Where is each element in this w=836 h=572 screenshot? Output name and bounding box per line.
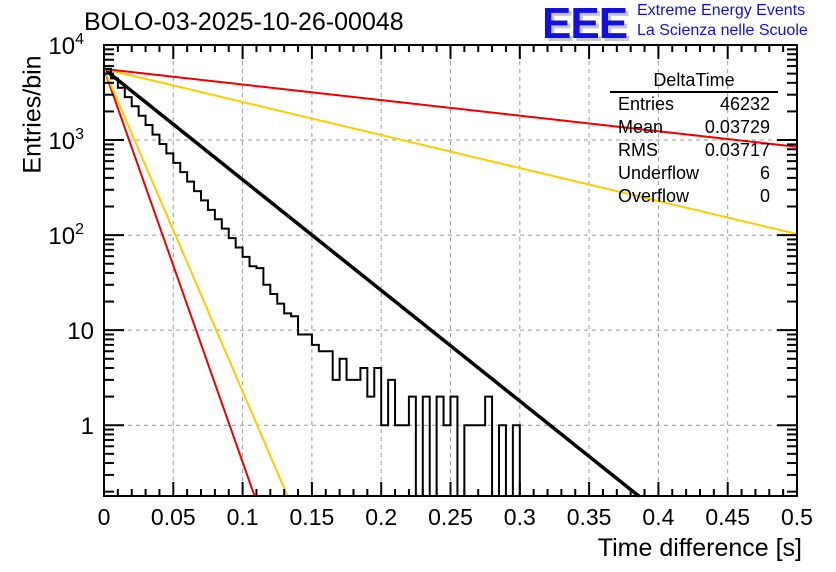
x-tick-label: 0.35 xyxy=(567,504,612,530)
stats-label: RMS xyxy=(618,140,658,160)
histogram-bin xyxy=(159,144,166,496)
histogram-bin xyxy=(291,316,298,496)
histogram-bin xyxy=(485,397,492,496)
curve-red-steep xyxy=(103,68,256,497)
stats-row-mean: Mean 0.03729 xyxy=(610,116,778,139)
histogram-bin xyxy=(347,380,354,496)
histogram-bin xyxy=(451,397,458,496)
stats-value: 46232 xyxy=(719,94,770,114)
histogram-bin xyxy=(277,304,284,496)
histogram-bin xyxy=(118,88,125,496)
histogram-bin xyxy=(395,425,402,496)
stats-value: 0.03717 xyxy=(704,140,770,160)
stats-value: 6 xyxy=(759,163,770,183)
x-tick-label: 0.15 xyxy=(290,504,335,530)
histogram-bin xyxy=(367,397,374,496)
histogram-bin xyxy=(471,425,478,496)
histogram-bin xyxy=(263,285,270,496)
histogram-bin xyxy=(222,229,229,496)
histogram-bin xyxy=(319,351,326,496)
y-tick-label: 104 xyxy=(48,31,84,60)
stats-box: DeltaTime Entries 46232 Mean 0.03729 RMS 0.… xyxy=(610,70,778,208)
stats-row-overflow: Overflow 0 xyxy=(610,185,778,208)
histogram-bin xyxy=(437,397,444,496)
histogram-bin xyxy=(250,266,257,496)
histogram-bin xyxy=(360,368,367,496)
stats-value: 0.03729 xyxy=(704,117,770,137)
x-tick-label: 0.3 xyxy=(504,504,536,530)
histogram-bin xyxy=(125,97,132,496)
x-tick-label: 0 xyxy=(98,504,111,530)
histogram-bin xyxy=(478,425,485,496)
x-tick-label: 0.4 xyxy=(642,504,674,530)
curve-red-shallow xyxy=(103,67,798,148)
histogram-bin xyxy=(312,345,319,496)
histogram-bin xyxy=(444,425,451,496)
chart-title: BOLO-03-2025-10-26-00048 xyxy=(84,8,404,36)
stats-row-rms: RMS 0.03717 xyxy=(610,139,778,162)
eee-logo: EEE xyxy=(542,0,628,48)
histogram-bin xyxy=(326,351,333,496)
curve-orange-shallow xyxy=(103,67,798,236)
y-tick-label: 102 xyxy=(48,221,84,250)
x-tick-label: 0.1 xyxy=(227,504,259,530)
x-tick-label: 0.05 xyxy=(151,504,196,530)
histogram-bin xyxy=(353,380,360,496)
histogram-bin xyxy=(256,268,263,496)
histogram-bin xyxy=(409,397,416,496)
y-tick-label: 1 xyxy=(81,413,94,440)
x-tick-label: 0.25 xyxy=(428,504,473,530)
stats-row-underflow: Underflow 6 xyxy=(610,162,778,185)
axis-ticks xyxy=(103,44,798,496)
histogram-bin xyxy=(111,78,118,496)
histogram-bin xyxy=(298,335,305,496)
histogram-bin xyxy=(513,425,520,496)
y-tick-label: 10 xyxy=(67,318,94,345)
logo-line-1: Extreme Energy Events xyxy=(637,2,806,19)
histogram-bin xyxy=(173,163,180,496)
y-axis-label: Entries/bin xyxy=(18,55,47,174)
x-tick-label: 0.5 xyxy=(781,504,813,530)
histogram-bin xyxy=(208,210,215,496)
stats-label: Overflow xyxy=(618,186,690,206)
histogram-bin xyxy=(381,425,388,496)
histogram-bin xyxy=(402,425,409,496)
curve-orange-steep xyxy=(103,68,289,497)
histogram-bin xyxy=(374,368,381,496)
histogram-bin xyxy=(499,425,506,496)
histogram-bin xyxy=(215,219,222,496)
stats-value: 0 xyxy=(759,186,770,206)
histogram-bin xyxy=(388,380,395,496)
histogram-bin xyxy=(166,153,173,496)
x-tick-label: 0.45 xyxy=(705,504,750,530)
axis-tick-labels: 0 0.05 0.1 0.15 0.2 0.25 0.3 0.35 0.4 0.45 0.5 104 1… xyxy=(48,31,813,530)
grid-lines xyxy=(104,45,797,496)
stats-row-entries: Entries 46232 xyxy=(610,93,778,116)
stats-label: Mean xyxy=(618,117,664,137)
y-tick-label: 103 xyxy=(48,126,84,155)
logo-line-2: La Scienza nelle Scuole xyxy=(637,22,808,39)
histogram-bin xyxy=(243,257,250,496)
curve-fit xyxy=(102,67,641,498)
x-tick-label: 0.2 xyxy=(365,504,397,530)
stats-title: DeltaTime xyxy=(610,70,778,93)
histogram-bin xyxy=(333,380,340,496)
histogram-bin xyxy=(305,335,312,496)
stats-label: Entries xyxy=(618,94,675,114)
stats-label: Underflow xyxy=(618,163,700,183)
histogram-bin xyxy=(187,182,194,496)
histogram-bin xyxy=(284,313,291,496)
histogram-bin xyxy=(423,397,430,496)
histogram-bin xyxy=(104,69,111,496)
histogram-bin xyxy=(180,172,187,496)
histogram-bin xyxy=(464,425,471,496)
x-axis-label: Time difference [s] xyxy=(597,534,802,562)
histogram-bin xyxy=(340,359,347,496)
curves xyxy=(102,67,798,498)
